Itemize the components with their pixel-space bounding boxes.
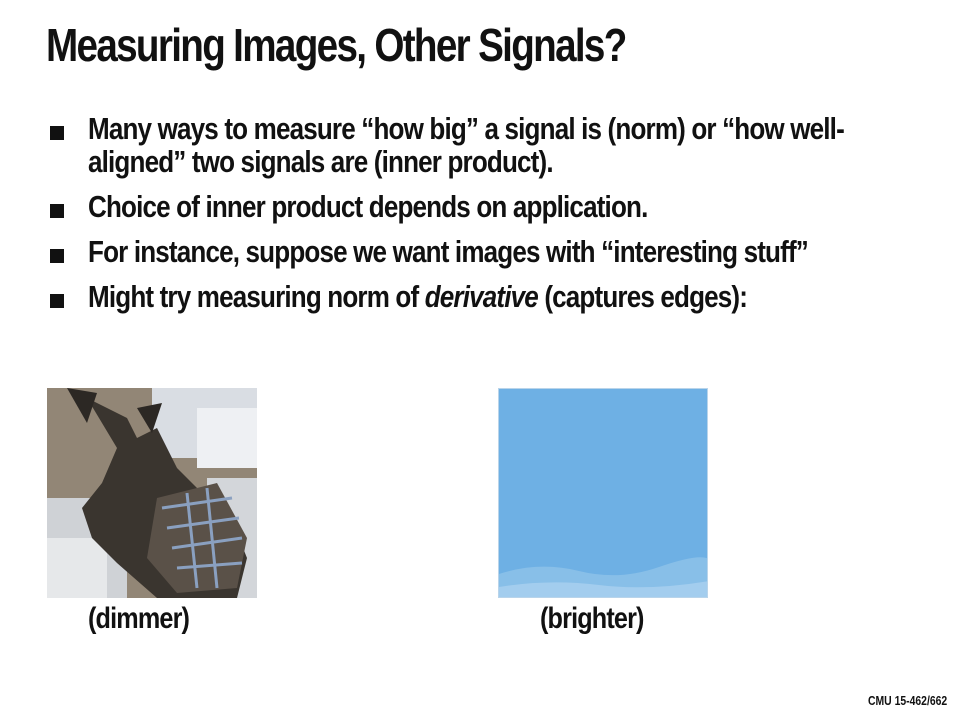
bullet-item: For instance, suppose we want images wit… [46, 235, 926, 268]
caption-brighter: (brighter) [540, 602, 644, 635]
dog-photo-image [47, 388, 257, 598]
bullet-square-icon [50, 249, 64, 263]
bullet-text: Might try measuring norm of derivative (… [88, 280, 894, 313]
caption-dimmer: (dimmer) [88, 602, 190, 635]
bullet-list: Many ways to measure “how big” a signal … [46, 112, 926, 325]
bullet-text-emphasis: derivative [424, 279, 539, 314]
bullet-text-pre: Might try measuring norm of [88, 279, 425, 314]
bullet-square-icon [50, 126, 64, 140]
bullet-text: Many ways to measure “how big” a signal … [88, 111, 845, 179]
sky-photo [498, 388, 708, 598]
bullet-square-icon [50, 294, 64, 308]
dog-photo [47, 388, 257, 598]
bullet-text: Choice of inner product depends on appli… [88, 189, 648, 224]
sky-photo-image [499, 389, 707, 597]
bullet-item: Might try measuring norm of derivative (… [46, 280, 926, 313]
bullet-item: Many ways to measure “how big” a signal … [46, 112, 926, 178]
bullet-square-icon [50, 204, 64, 218]
bullet-text-post: (captures edges): [537, 279, 748, 314]
course-footer: CMU 15-462/662 [868, 693, 948, 708]
bullet-item: Choice of inner product depends on appli… [46, 190, 926, 223]
bullet-text: For instance, suppose we want images wit… [88, 234, 809, 269]
slide-title: Measuring Images, Other Signals? [46, 19, 627, 71]
